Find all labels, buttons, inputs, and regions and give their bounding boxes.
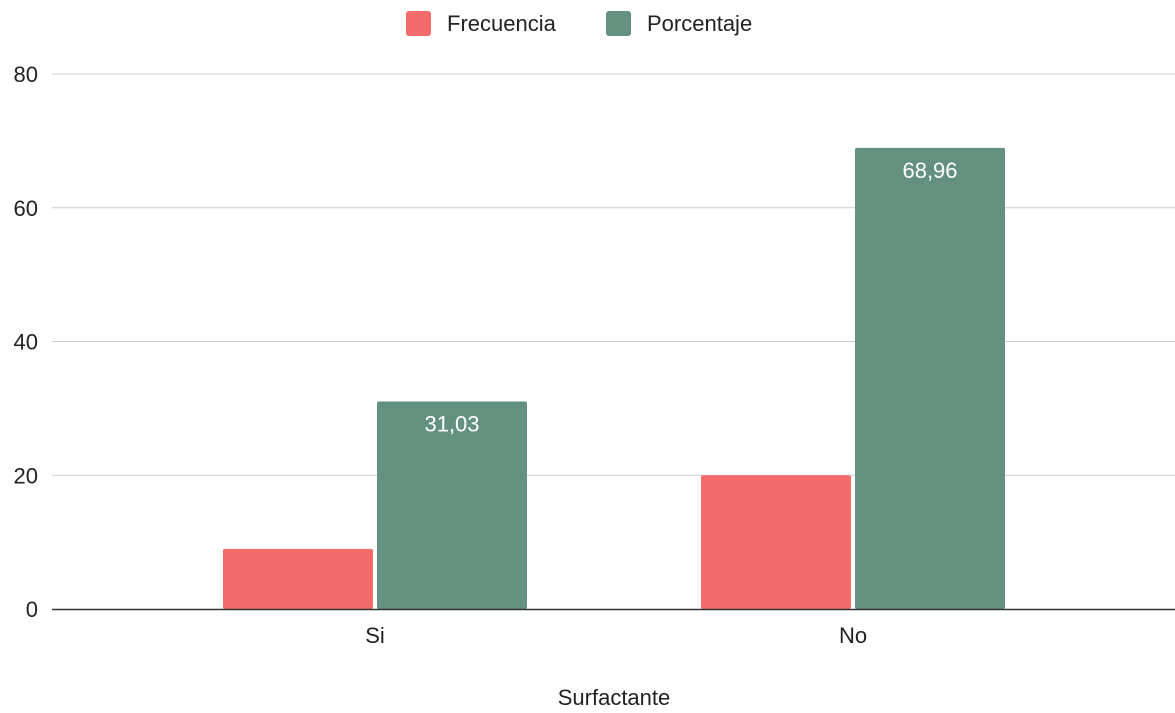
- y-tick-label: 0: [26, 597, 38, 622]
- legend: Frecuencia Porcentaje: [406, 11, 752, 36]
- bar-frecuencia-no: [701, 475, 851, 609]
- bar-frecuencia-si: [223, 548, 373, 609]
- y-tick-label: 20: [14, 463, 38, 488]
- x-axis-title: Surfactante: [558, 685, 671, 708]
- y-tick-label: 80: [14, 62, 38, 87]
- y-axis-tick-labels: 0 20 40 60 80: [14, 62, 38, 622]
- data-label: 31,03: [424, 411, 479, 436]
- x-tick-label: No: [839, 623, 867, 648]
- legend-swatch-frecuencia: [406, 11, 431, 36]
- data-label: 68,96: [902, 158, 957, 183]
- data-labels: 31,03 68,96: [424, 158, 957, 437]
- gridlines: [52, 73, 1175, 476]
- bar-porcentaje-no: [855, 147, 1005, 609]
- y-tick-label: 60: [14, 196, 38, 221]
- legend-swatch-porcentaje: [606, 11, 631, 36]
- x-tick-label: Si: [365, 623, 385, 648]
- bars: [223, 147, 1005, 609]
- x-axis-tick-labels: Si No: [365, 623, 867, 648]
- y-tick-label: 40: [14, 330, 38, 355]
- legend-label-porcentaje: Porcentaje: [647, 11, 752, 36]
- legend-label-frecuencia: Frecuencia: [447, 11, 557, 36]
- bar-porcentaje-si: [377, 401, 527, 609]
